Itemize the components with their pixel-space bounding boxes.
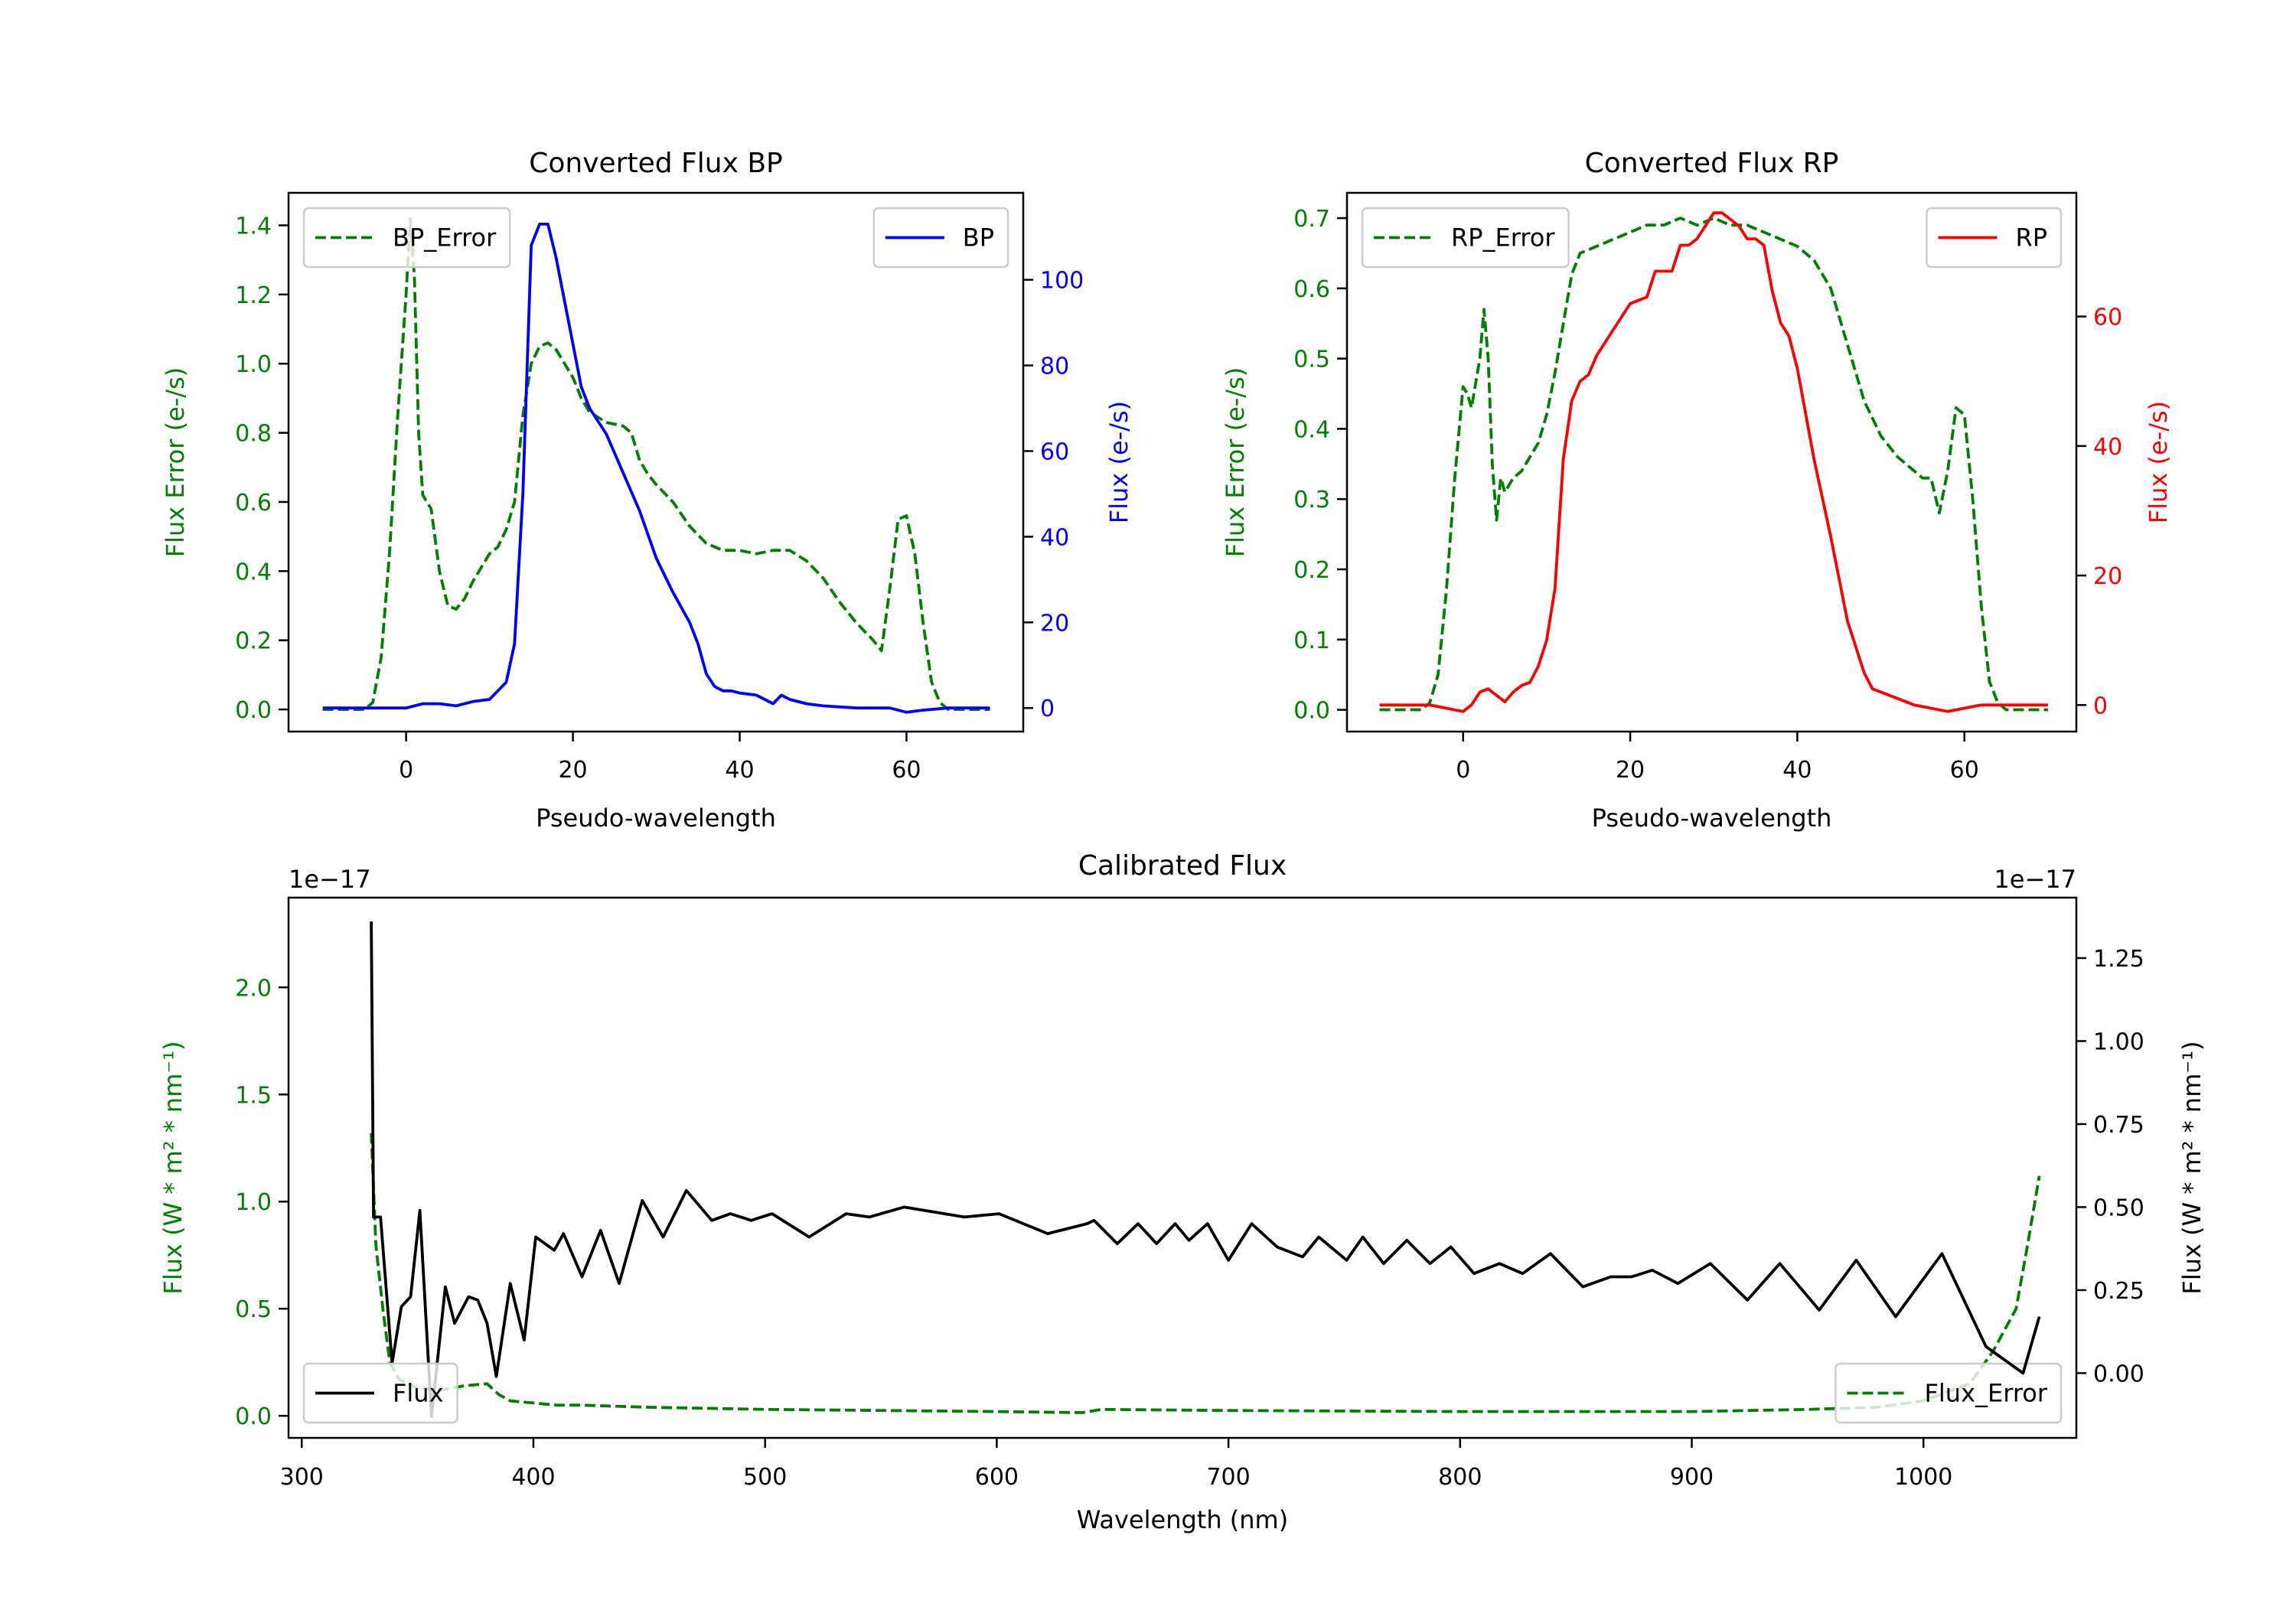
x-tick-label: 400 (511, 1464, 555, 1491)
x-axis-label: Pseudo-wavelength (1592, 804, 1832, 833)
y-left-tick-label: 0.5 (235, 1296, 272, 1323)
legend-box (1361, 207, 1570, 269)
x-tick-label: 900 (1670, 1464, 1714, 1491)
y-left-tick-label: 0.2 (235, 628, 272, 655)
y-right-axis-label: Flux (W * m² * nm⁻¹) (2177, 1041, 2206, 1294)
legend-box (302, 1362, 458, 1424)
y-left-axis-label: Flux Error (e-/s) (161, 367, 190, 558)
x-tick-label: 60 (1950, 757, 1979, 784)
legend-bp-error: BP_Error (302, 207, 511, 269)
y-left-tick-label: 1.2 (235, 282, 272, 309)
y-right-tick-label: 1.00 (2093, 1028, 2144, 1055)
series-line-rp (1379, 211, 2048, 713)
x-tick-label: 60 (892, 757, 921, 784)
x-tick-label: 40 (1782, 757, 1812, 784)
y-right-tick-label: 20 (2093, 563, 2122, 590)
y-right-tick-label: 60 (2093, 305, 2122, 331)
chart-converted-flux-bp: Converted Flux BP 0 20 40 60 0.0 0.2 0.4 0.6 0.8 1… (161, 148, 1133, 833)
y-left-tick-label: 0.4 (235, 559, 272, 585)
y-left-tick-label: 1.5 (235, 1082, 272, 1109)
x-tick-label: 40 (725, 757, 754, 784)
legend-bp: BP (872, 207, 1009, 269)
x-tick-label: 700 (1206, 1464, 1250, 1491)
y-left-tick-label: 0.0 (235, 1403, 272, 1430)
y-left-tick-label: 1.0 (235, 1189, 272, 1216)
y-right-tick-label: 20 (1040, 610, 1069, 637)
x-tick-label: 600 (975, 1464, 1019, 1491)
legend-box (302, 207, 511, 269)
y-left-axis-label: Flux Error (e-/s) (1221, 367, 1250, 558)
x-tick-label: 20 (1616, 757, 1645, 784)
x-tick-label: 800 (1438, 1464, 1482, 1491)
y-left-axis-label: Flux (W * m² * nm⁻¹) (158, 1041, 188, 1294)
y-left-tick-label: 1.4 (235, 213, 272, 240)
series-line-bp-error (322, 217, 990, 711)
chart-converted-flux-rp: Converted Flux RP 0 20 40 60 0.0 0.1 0.2 0.3 0.4 0… (1221, 148, 2173, 833)
legend-box (1835, 1362, 2063, 1424)
chart-calibrated-flux: Calibrated Flux 300 400 500 600 700 800 900 1000… (158, 850, 2206, 1534)
y-right-tick-label: 40 (1040, 524, 1069, 551)
y-right-tick-label: 0.75 (2093, 1112, 2144, 1139)
y-right-tick-label: 1.25 (2093, 946, 2144, 973)
legend-label: RP (2015, 223, 2047, 253)
legend-label: Flux (393, 1379, 444, 1408)
x-axis-label: Wavelength (nm) (1077, 1505, 1288, 1534)
legend-rp-error: RP_Error (1361, 207, 1570, 269)
y-right-tick-label: 0.25 (2093, 1278, 2144, 1305)
legend-flux: Flux (302, 1362, 458, 1424)
x-tick-label: 500 (743, 1464, 787, 1491)
y-left-tick-label: 0.0 (235, 697, 272, 724)
y-left-tick-label: 0.6 (1293, 276, 1330, 303)
y-left-tick-label: 0.5 (1293, 347, 1330, 373)
legend-rp: RP (1926, 207, 2063, 269)
y-right-tick-label: 100 (1040, 268, 1084, 295)
legend-label: Flux_Error (1924, 1379, 2047, 1408)
legend-flux-error: Flux_Error (1835, 1362, 2063, 1424)
y-right-tick-label: 0.00 (2093, 1361, 2144, 1387)
x-axis-label: Pseudo-wavelength (536, 804, 776, 833)
y-right-tick-label: 0.50 (2093, 1195, 2144, 1221)
y-right-tick-label: 0 (2093, 693, 2108, 719)
y-left-tick-label: 0.1 (1293, 627, 1330, 654)
y-left-tick-label: 0.7 (1293, 206, 1330, 233)
y-right-tick-label: 60 (1040, 438, 1069, 465)
y-left-tick-label: 2.0 (235, 975, 272, 1002)
x-tick-label: 0 (399, 757, 413, 784)
series-line-bp (322, 222, 990, 714)
y-left-tick-label: 0.0 (1293, 698, 1330, 725)
y-right-tick-label: 40 (2093, 434, 2122, 461)
x-tick-label: 0 (1456, 757, 1470, 784)
y-left-offset-text: 1e−17 (289, 865, 371, 894)
axes-frame (287, 191, 1025, 733)
x-tick-label: 1000 (1894, 1464, 1952, 1491)
chart-title: Calibrated Flux (1078, 850, 1287, 882)
y-right-axis-label: Flux (e-/s) (1104, 401, 1133, 523)
axes-frame (287, 896, 2078, 1439)
series-line-rp-error (1379, 217, 2048, 712)
x-tick-label: 300 (280, 1464, 324, 1491)
y-left-tick-label: 0.4 (1293, 416, 1330, 443)
y-right-tick-label: 0 (1040, 696, 1055, 722)
y-right-tick-label: 80 (1040, 354, 1069, 380)
legend-label: RP_Error (1451, 223, 1555, 253)
y-left-tick-label: 1.0 (235, 351, 272, 378)
x-tick-label: 20 (558, 757, 587, 784)
chart-title: Converted Flux BP (529, 148, 782, 179)
series-line-flux (370, 921, 2041, 1418)
legend-label: BP_Error (393, 223, 497, 253)
y-left-tick-label: 0.2 (1293, 557, 1330, 584)
y-left-tick-label: 0.6 (235, 490, 272, 517)
axes-frame (1345, 191, 2078, 733)
y-right-offset-text: 1e−17 (1994, 865, 2076, 894)
y-left-tick-label: 0.3 (1293, 487, 1330, 513)
y-left-tick-label: 0.8 (235, 421, 272, 448)
y-right-axis-label: Flux (e-/s) (2144, 401, 2173, 523)
chart-title: Converted Flux RP (1585, 148, 1839, 179)
legend-label: BP (963, 223, 994, 253)
